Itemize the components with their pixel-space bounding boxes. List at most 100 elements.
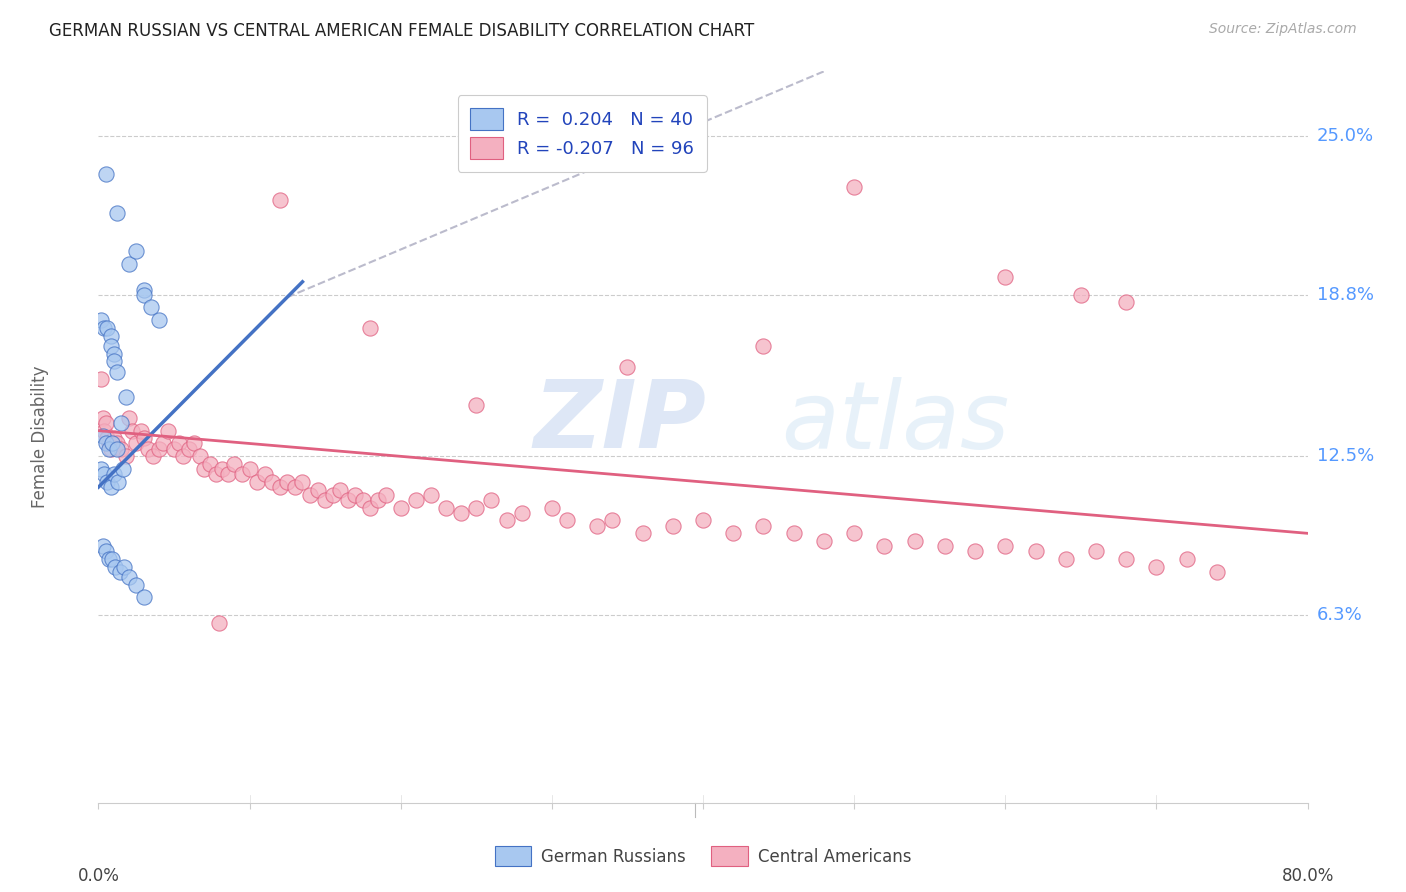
Point bbox=[783, 526, 806, 541]
Point bbox=[183, 436, 205, 450]
Point bbox=[118, 257, 141, 271]
Point bbox=[540, 500, 562, 515]
Text: 25.0%: 25.0% bbox=[1316, 127, 1374, 145]
Point bbox=[329, 483, 352, 497]
Point bbox=[934, 539, 956, 553]
Point bbox=[172, 450, 194, 464]
Point bbox=[231, 467, 253, 482]
Point bbox=[661, 518, 683, 533]
Point bbox=[103, 467, 125, 482]
Text: atlas: atlas bbox=[782, 377, 1010, 468]
Point bbox=[118, 570, 141, 584]
Point bbox=[1054, 552, 1077, 566]
Point bbox=[1115, 552, 1137, 566]
Point bbox=[103, 431, 125, 445]
Point bbox=[91, 410, 114, 425]
Point bbox=[148, 442, 170, 456]
Point bbox=[104, 559, 127, 574]
Point bbox=[844, 526, 866, 541]
Text: Female Disability: Female Disability bbox=[31, 366, 49, 508]
Point bbox=[110, 416, 132, 430]
Point bbox=[1024, 544, 1046, 558]
Point bbox=[188, 450, 211, 464]
Point bbox=[100, 442, 122, 456]
Point bbox=[100, 339, 122, 353]
Point bbox=[994, 539, 1017, 553]
Point bbox=[118, 410, 141, 425]
Point bbox=[965, 544, 987, 558]
Point bbox=[108, 565, 131, 579]
Text: 6.3%: 6.3% bbox=[1316, 607, 1362, 624]
Point bbox=[98, 442, 121, 456]
Point bbox=[96, 321, 118, 335]
Point bbox=[360, 500, 382, 515]
Point bbox=[96, 431, 118, 445]
Point bbox=[253, 467, 276, 482]
Legend: German Russians, Central Americans: German Russians, Central Americans bbox=[488, 839, 918, 873]
Text: Source: ZipAtlas.com: Source: ZipAtlas.com bbox=[1209, 22, 1357, 37]
Point bbox=[844, 179, 866, 194]
Point bbox=[994, 269, 1017, 284]
Point bbox=[156, 424, 179, 438]
Point bbox=[284, 480, 307, 494]
Point bbox=[100, 480, 122, 494]
Text: 12.5%: 12.5% bbox=[1316, 447, 1374, 466]
Point bbox=[616, 359, 638, 374]
Point bbox=[465, 398, 488, 412]
Point bbox=[103, 354, 125, 368]
Point bbox=[723, 526, 745, 541]
Point bbox=[269, 480, 291, 494]
Point bbox=[299, 488, 322, 502]
Point bbox=[94, 436, 117, 450]
Point bbox=[96, 475, 118, 489]
Point bbox=[90, 313, 112, 327]
Point bbox=[1070, 287, 1092, 301]
Point bbox=[132, 287, 155, 301]
Point bbox=[360, 321, 382, 335]
Point bbox=[114, 390, 136, 404]
Point bbox=[132, 283, 155, 297]
Point bbox=[125, 244, 148, 258]
Point bbox=[631, 526, 654, 541]
Point bbox=[481, 492, 503, 507]
Point bbox=[692, 514, 714, 528]
Point bbox=[98, 552, 121, 566]
Point bbox=[141, 301, 163, 315]
Point bbox=[307, 483, 329, 497]
Legend: R =  0.204   N = 40, R = -0.207   N = 96: R = 0.204 N = 40, R = -0.207 N = 96 bbox=[457, 95, 707, 171]
Text: 0.0%: 0.0% bbox=[77, 867, 120, 885]
Point bbox=[602, 514, 624, 528]
Point bbox=[103, 346, 125, 360]
Point bbox=[105, 205, 128, 219]
Point bbox=[132, 431, 155, 445]
Point bbox=[269, 193, 291, 207]
Point bbox=[224, 457, 246, 471]
Point bbox=[94, 544, 117, 558]
Point bbox=[107, 475, 129, 489]
Point bbox=[420, 488, 443, 502]
Point bbox=[167, 436, 190, 450]
Point bbox=[813, 534, 835, 549]
Point bbox=[450, 506, 472, 520]
Point bbox=[752, 339, 775, 353]
Point bbox=[93, 467, 115, 482]
Point bbox=[91, 429, 114, 443]
Point bbox=[129, 424, 152, 438]
Point bbox=[114, 450, 136, 464]
Point bbox=[510, 506, 533, 520]
Point bbox=[208, 616, 231, 631]
Point bbox=[152, 436, 174, 450]
Point bbox=[111, 462, 134, 476]
Point bbox=[276, 475, 298, 489]
Point bbox=[121, 424, 143, 438]
Point bbox=[101, 552, 124, 566]
Point bbox=[179, 442, 201, 456]
Point bbox=[136, 442, 159, 456]
Point bbox=[586, 518, 609, 533]
Point bbox=[91, 539, 114, 553]
Point bbox=[291, 475, 314, 489]
Point bbox=[1144, 559, 1167, 574]
Point bbox=[434, 500, 457, 515]
Point bbox=[344, 488, 367, 502]
Point bbox=[132, 591, 155, 605]
